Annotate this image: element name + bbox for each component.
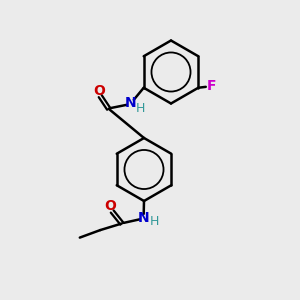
Text: H: H xyxy=(150,214,160,228)
Text: O: O xyxy=(104,199,116,212)
Text: N: N xyxy=(124,96,136,110)
Text: N: N xyxy=(138,211,149,224)
Text: F: F xyxy=(207,79,216,93)
Text: O: O xyxy=(93,84,105,98)
Text: H: H xyxy=(136,102,146,115)
